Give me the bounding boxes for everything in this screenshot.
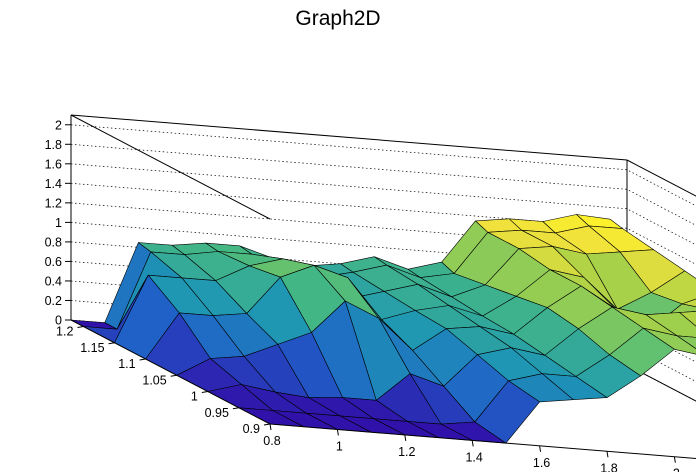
y-tick-label: 1.05 — [142, 373, 166, 387]
y-tick-label: 1.2 — [56, 325, 73, 339]
x-tick-label: 1.4 — [465, 450, 482, 464]
y-tick-mark — [77, 326, 84, 328]
y-tick-mark — [170, 374, 177, 377]
y-tick-mark — [139, 358, 146, 361]
x-tick-label: 2 — [673, 467, 680, 472]
x-tick-label: 1.6 — [533, 456, 550, 470]
z-tick-label: 0.4 — [45, 274, 62, 288]
x-tick-mark — [269, 423, 272, 431]
y-tick-label: 0.9 — [243, 422, 260, 436]
z-tick-label: 0.6 — [45, 255, 62, 269]
y-tick-label: 1.15 — [80, 341, 104, 355]
y-tick-label: 1 — [191, 390, 198, 404]
x-tick-mark — [471, 440, 474, 447]
y-tick-label: 0.95 — [205, 406, 229, 420]
box-edge-3 — [626, 159, 696, 197]
y-tick-mark — [232, 407, 239, 410]
x-tick-label: 0.8 — [263, 434, 280, 448]
front-frame — [70, 319, 696, 459]
x-tick-mark — [606, 451, 609, 458]
box-edge-4 — [626, 364, 696, 402]
x-tick-mark — [404, 434, 407, 441]
z-tick-label: 0 — [55, 314, 62, 328]
z-tick-label: 0.8 — [45, 235, 62, 249]
y-tick-mark — [201, 391, 208, 393]
box-edge-6 — [70, 114, 271, 220]
x-tick-label: 1 — [336, 439, 343, 453]
y-tick-mark — [263, 423, 271, 426]
x-tick-mark — [673, 456, 676, 463]
box-front-left-edge — [70, 319, 271, 425]
x-tick-label: 1.2 — [398, 445, 415, 459]
z-tick-label: 1.2 — [45, 196, 62, 210]
box-edge-1 — [70, 114, 628, 161]
surface-layer — [70, 214, 696, 444]
box-front-bottom-edge — [269, 423, 696, 459]
x-tick-mark — [539, 445, 542, 452]
x-tick-label: 1.8 — [600, 461, 617, 472]
y-tick-label: 1.1 — [118, 357, 135, 371]
chart-title: Graph2D — [295, 7, 380, 30]
tick-layer: 0 0.2 0.4 0.6 0.8 1 1.2 1.4 1.6 1.8 2 0.9 0.95 1 1.05 1… — [45, 115, 680, 472]
x-tick-mark — [336, 429, 339, 436]
z-tick-label: 2 — [55, 118, 62, 132]
y-tick-mark — [108, 342, 115, 345]
surface-cell — [681, 298, 696, 308]
z-tick-label: 1.8 — [45, 138, 62, 152]
z-tick-label: 1.4 — [45, 177, 62, 191]
z-tick-label: 1.6 — [45, 157, 62, 171]
z-tick-label: 1 — [55, 216, 62, 230]
z-tick-label: 0.2 — [45, 294, 62, 308]
